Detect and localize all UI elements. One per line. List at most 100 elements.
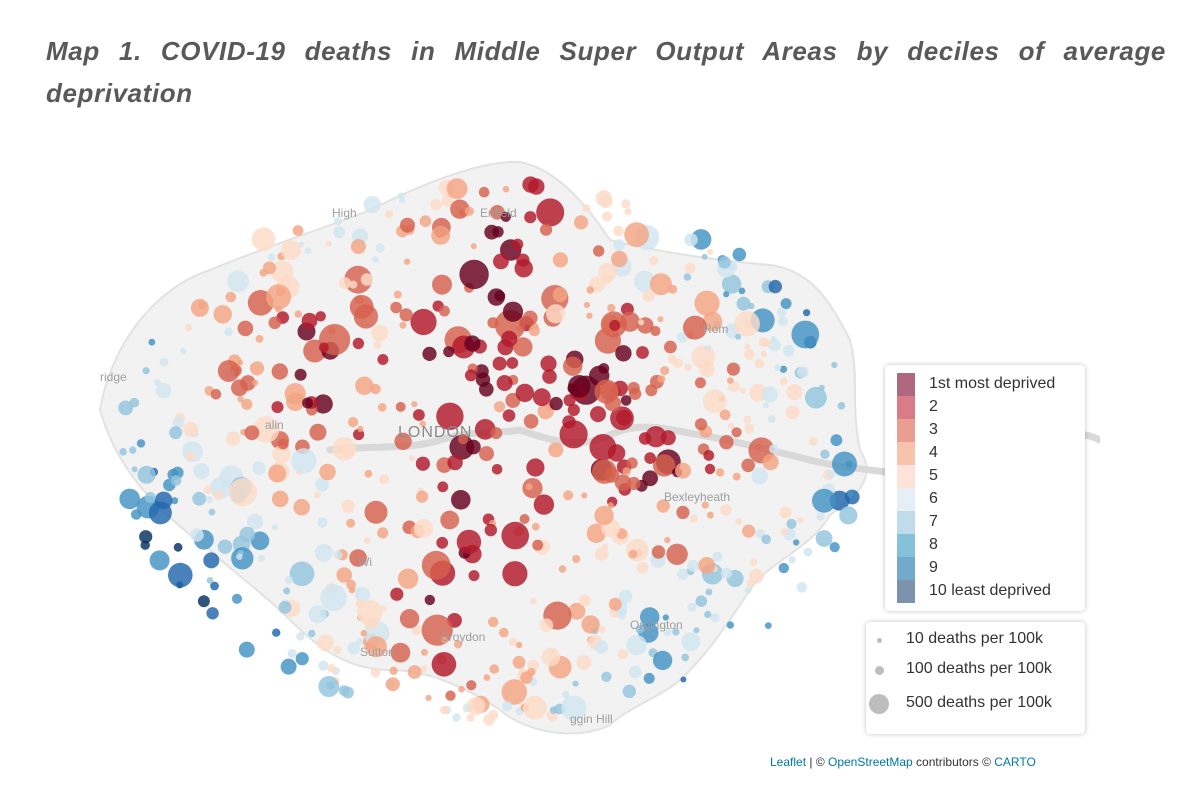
msoa-point [236, 553, 243, 560]
place-label-enfield: Enfield [480, 206, 517, 220]
msoa-point [302, 397, 314, 409]
msoa-point [778, 316, 788, 327]
msoa-point [496, 375, 513, 391]
msoa-point [779, 506, 792, 519]
msoa-point [506, 357, 519, 369]
msoa-point [532, 388, 551, 407]
msoa-point [613, 239, 625, 251]
msoa-point [213, 305, 232, 324]
msoa-point [281, 240, 301, 260]
msoa-point [746, 579, 755, 587]
msoa-point [803, 309, 811, 317]
leaflet-link[interactable]: Leaflet [770, 755, 807, 769]
msoa-point [803, 547, 813, 557]
size-legend-label: 10 deaths per 100k [906, 630, 1043, 647]
msoa-point [581, 492, 588, 499]
msoa-point [662, 614, 669, 621]
msoa-point [379, 474, 390, 485]
msoa-point [568, 602, 586, 620]
msoa-point [198, 301, 207, 310]
legend-label: 3 [929, 421, 938, 438]
msoa-point [657, 375, 666, 383]
size-legend-label: 100 deaths per 100k [906, 660, 1052, 677]
msoa-point [475, 372, 491, 387]
msoa-point [484, 523, 497, 537]
legend-label: 1st most deprived [929, 375, 1056, 392]
msoa-point [621, 199, 631, 209]
msoa-point [626, 634, 647, 656]
msoa-point [327, 663, 336, 673]
legend-row: 3 [885, 419, 1085, 442]
size-legend-label: 500 deaths per 100k [906, 694, 1052, 711]
place-label-sutton: Sutton [360, 645, 395, 659]
osm-link[interactable]: OpenStreetMap [828, 755, 913, 769]
legend-label: 2 [929, 398, 938, 415]
msoa-point [595, 190, 612, 207]
msoa-point [755, 528, 765, 539]
msoa-point [735, 518, 743, 526]
msoa-point [727, 422, 735, 430]
msoa-point [314, 543, 333, 562]
msoa-point [628, 665, 642, 679]
msoa-point [770, 336, 777, 343]
msoa-point [622, 467, 631, 476]
msoa-point [735, 333, 742, 340]
msoa-point [617, 611, 626, 620]
msoa-point [672, 358, 683, 369]
msoa-point [754, 358, 765, 369]
msoa-point [491, 464, 503, 475]
msoa-point [601, 543, 609, 550]
msoa-point [847, 491, 855, 498]
msoa-point [594, 505, 614, 526]
msoa-point [786, 384, 803, 401]
msoa-point [271, 524, 278, 531]
msoa-point [527, 667, 536, 677]
msoa-point [586, 286, 595, 294]
msoa-point [511, 238, 524, 250]
legend-row: 4 [885, 442, 1085, 465]
msoa-point [139, 530, 153, 544]
msoa-point [744, 586, 752, 594]
msoa-point [642, 470, 658, 487]
msoa-point [483, 714, 495, 726]
msoa-point [168, 562, 193, 588]
msoa-point [464, 206, 474, 216]
msoa-point [797, 366, 809, 378]
msoa-point [567, 403, 580, 416]
msoa-point [438, 305, 450, 317]
msoa-point [272, 445, 291, 464]
msoa-point [308, 629, 316, 638]
msoa-point [684, 262, 696, 274]
msoa-point [536, 198, 565, 227]
msoa-point [372, 256, 379, 263]
carto-link[interactable]: CARTO [994, 755, 1036, 769]
msoa-point [793, 539, 800, 546]
msoa-point [169, 426, 183, 440]
msoa-point [617, 649, 629, 660]
legend-swatch [897, 534, 915, 557]
msoa-point [732, 247, 747, 262]
msoa-point [333, 226, 346, 239]
msoa-point [184, 323, 193, 332]
msoa-point [609, 319, 621, 331]
msoa-point [333, 217, 342, 226]
legend-label: 10 least deprived [929, 582, 1051, 599]
msoa-point [294, 310, 302, 318]
msoa-point [479, 446, 494, 462]
msoa-point [238, 641, 255, 658]
msoa-point [287, 648, 297, 659]
msoa-point [205, 496, 213, 504]
msoa-point [441, 194, 455, 207]
msoa-point [695, 595, 708, 607]
msoa-point [645, 426, 667, 448]
msoa-point [563, 356, 583, 376]
msoa-point [812, 488, 836, 513]
msoa-point [694, 418, 708, 431]
msoa-point [271, 260, 294, 283]
msoa-point [701, 253, 708, 260]
msoa-point [579, 594, 591, 607]
msoa-point [192, 491, 207, 506]
msoa-point [820, 449, 830, 459]
msoa-point [259, 268, 268, 277]
msoa-point [694, 290, 720, 316]
